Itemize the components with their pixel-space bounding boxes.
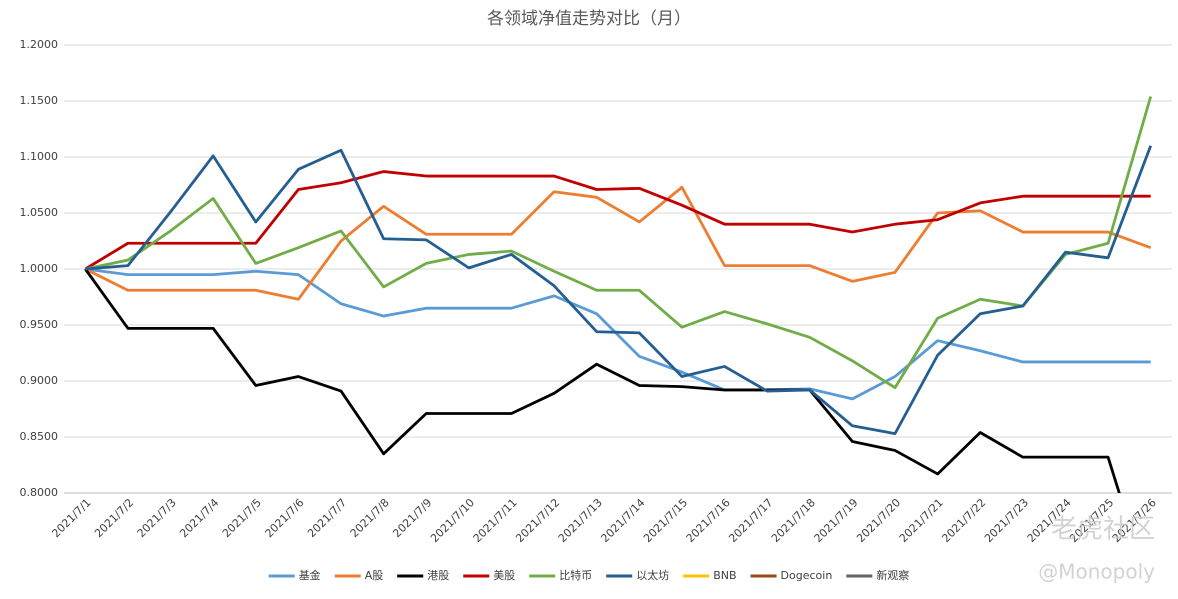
y-tick-label: 0.8500 [20,430,59,443]
watermark: @Monopoly [1038,560,1155,584]
y-tick-label: 0.9000 [20,374,59,387]
watermark: 老虎社区 [1051,515,1155,545]
legend-label: A股 [365,569,384,582]
y-tick-label: 1.1000 [20,150,59,163]
legend-label: BNB [713,569,736,582]
series-line [84,185,1152,301]
legend-label: 基金 [299,568,321,582]
legend-label: 港股 [427,569,449,582]
y-tick-label: 0.8000 [20,486,59,499]
legend-label: 比特币 [559,568,592,582]
chart-title: 各领域净值走势对比（月） [487,9,691,29]
series-line [85,145,1152,436]
y-tick-label: 1.0500 [20,206,59,219]
y-tick-label: 1.0000 [20,262,59,275]
legend-label: 以太坊 [636,568,669,582]
series-line [85,96,1153,390]
legend: 基金 A股 港股 美股 比特币 以太坊 BNB Dogecoin 新观察 [268,568,909,582]
y-tick-label: 1.1500 [20,94,59,107]
series-line [84,170,1151,271]
series-line [85,267,1151,401]
series-line [84,268,1121,493]
legend-label: Dogecoin [781,569,833,582]
y-tick-label: 0.9500 [20,318,59,331]
y-tick-label: 1.2000 [20,38,59,51]
legend-label: 新观察 [876,568,909,582]
legend-label: 美股 [493,569,515,582]
plot-area [84,96,1153,493]
